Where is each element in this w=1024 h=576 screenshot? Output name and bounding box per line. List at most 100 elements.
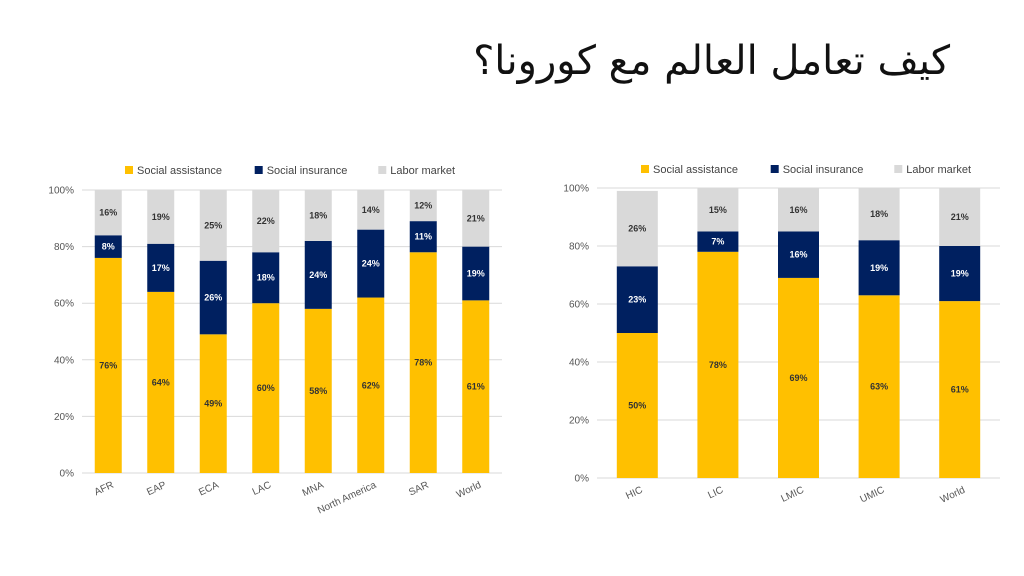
data-label: 21% [467, 213, 485, 223]
bar-labor-market-hic [616, 190, 658, 267]
x-tick-label: ECA [197, 480, 221, 499]
data-label: 19% [467, 268, 485, 278]
data-label: 18% [309, 210, 327, 220]
bar-labor-market-lic [697, 188, 739, 232]
data-label: 7% [711, 237, 724, 247]
data-label: 19% [152, 212, 170, 222]
x-tick-label: North America [316, 480, 378, 517]
bar-labor-market-lac [252, 190, 280, 253]
bar-labor-market-afr [94, 190, 122, 236]
bar-social-assistance-hic [616, 333, 658, 478]
data-label: 11% [414, 232, 432, 242]
data-label: 58% [309, 386, 327, 396]
bar-labor-market-world [462, 190, 490, 247]
data-label: 78% [709, 360, 727, 370]
x-tick-label: MNA [301, 480, 326, 500]
y-tick-label: 80% [54, 242, 74, 253]
data-label: 63% [870, 382, 888, 392]
bar-social-insurance-lmic [778, 231, 819, 278]
data-label: 24% [309, 270, 327, 280]
bar-social-assistance-eca [199, 334, 227, 473]
x-tick-label: World [939, 485, 967, 506]
data-label: 22% [257, 216, 275, 226]
x-tick-label: HIC [624, 485, 644, 502]
bar-labor-market-eap [147, 190, 175, 244]
y-tick-label: 80% [569, 242, 589, 253]
y-tick-label: 20% [569, 416, 589, 427]
data-label: 8% [102, 242, 115, 252]
data-label: 25% [204, 220, 222, 230]
bar-social-assistance-world [462, 300, 490, 473]
data-label: 78% [414, 358, 432, 368]
data-label: 19% [870, 263, 888, 273]
data-label: 16% [99, 208, 117, 218]
y-tick-label: 40% [54, 355, 74, 366]
data-label: 16% [789, 250, 807, 260]
x-tick-label: World [455, 480, 483, 501]
data-label: 14% [362, 205, 380, 215]
data-label: 12% [414, 201, 432, 211]
data-label: 50% [628, 401, 646, 411]
data-label: 64% [152, 377, 170, 387]
data-label: 69% [789, 373, 807, 383]
x-tick-label: EAP [145, 480, 168, 499]
y-tick-label: 60% [569, 300, 589, 311]
data-label: 61% [951, 385, 969, 395]
bar-social-assistance-afr [94, 257, 122, 473]
legend-label-labor-market: Labor market [906, 164, 971, 176]
legend-label-social-assistance: Social assistance [137, 165, 222, 177]
legend-label-social-assistance: Social assistance [653, 164, 738, 176]
x-tick-label: LAC [251, 480, 273, 498]
data-label: 61% [467, 382, 485, 392]
bar-social-insurance-hic [616, 266, 658, 333]
legend-labor-market: Labor market [378, 165, 455, 177]
data-label: 23% [628, 295, 646, 305]
x-tick-label: LMIC [779, 485, 805, 505]
data-label: 17% [152, 263, 170, 273]
legend-social-insurance: Social insurance [254, 165, 347, 177]
x-tick-label: LIC [706, 485, 725, 502]
legend-social-assistance: Social assistance [641, 164, 738, 176]
x-tick-label: SAR [407, 480, 430, 499]
y-tick-label: 0% [60, 469, 75, 480]
legend-label-labor-market: Labor market [390, 165, 455, 177]
y-tick-label: 60% [54, 299, 74, 310]
bar-social-insurance-world [462, 246, 490, 301]
bar-labor-market-sar [409, 190, 437, 222]
bar-social-assistance-mna [304, 308, 332, 473]
bar-social-insurance-mna [304, 240, 332, 309]
legend-swatch-social-insurance [254, 166, 263, 174]
legend-social-assistance: Social assistance [125, 165, 222, 177]
bar-social-insurance-eca [199, 260, 227, 335]
y-tick-label: 0% [575, 474, 590, 485]
bar-social-assistance-lmic [778, 277, 819, 478]
legend-swatch-labor-market [894, 165, 903, 173]
legend-swatch-social-insurance [770, 165, 779, 173]
y-tick-label: 20% [54, 412, 74, 423]
legend-swatch-social-assistance [125, 166, 133, 174]
bar-social-insurance-north-america [357, 229, 385, 298]
y-tick-label: 40% [569, 358, 589, 369]
legend-social-insurance: Social insurance [770, 164, 864, 176]
bar-social-insurance-sar [409, 221, 437, 253]
x-tick-label: UMIC [859, 485, 887, 506]
data-label: 15% [709, 205, 727, 215]
bar-social-insurance-umic [858, 240, 900, 296]
bar-social-assistance-lac [252, 303, 280, 473]
bar-social-insurance-lac [252, 252, 280, 304]
data-label: 62% [362, 380, 380, 390]
bar-labor-market-umic [858, 188, 900, 241]
bar-social-assistance-world [939, 301, 981, 478]
bar-social-assistance-sar [409, 252, 437, 473]
slide-title: كيف تعامل العالم مع كورونا؟ [473, 38, 950, 84]
bar-labor-market-world [939, 188, 981, 246]
data-label: 18% [257, 273, 275, 283]
data-label: 19% [951, 269, 969, 279]
chart-by-region: Social assistance Social insurance Labor m… [48, 165, 502, 517]
chart-by-income: Social assistance Social insurance Labor m… [563, 164, 1000, 506]
data-label: 49% [204, 399, 222, 409]
data-label: 26% [204, 293, 222, 303]
legend-label-social-insurance: Social insurance [783, 164, 864, 176]
bar-social-assistance-lic [697, 251, 739, 478]
bar-social-assistance-north-america [357, 297, 385, 473]
